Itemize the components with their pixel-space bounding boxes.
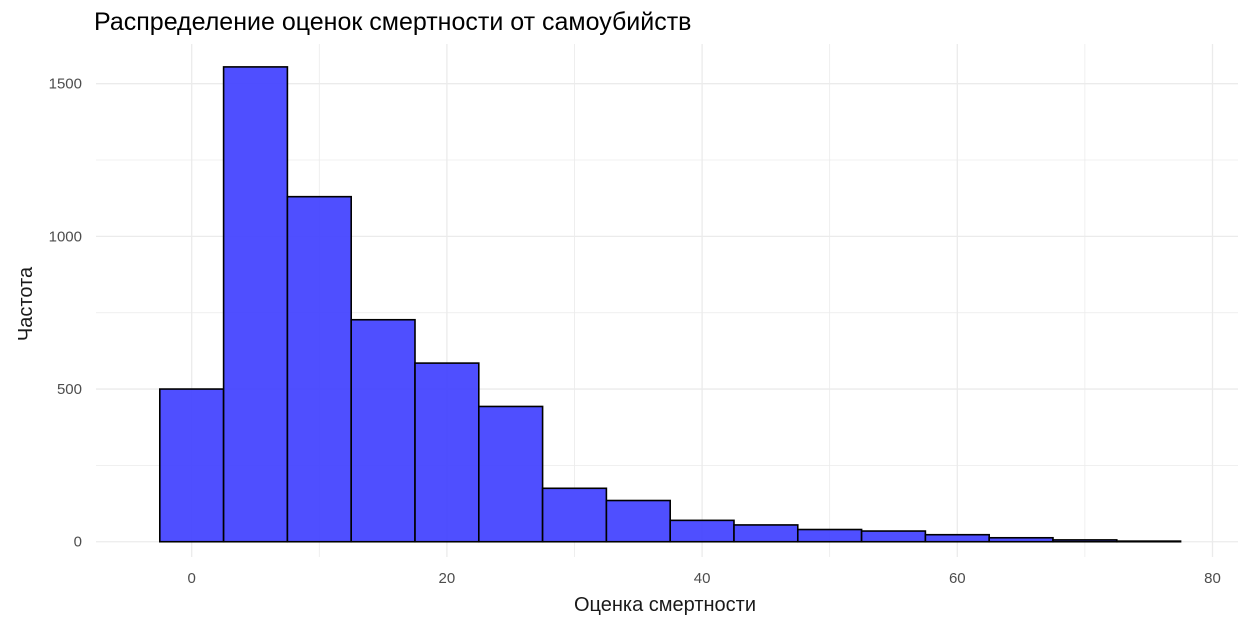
histogram-bar: [796, 528, 863, 543]
histogram-bar: [286, 195, 352, 543]
histogram-bar: [860, 530, 927, 543]
y-tick-label: 0: [74, 534, 82, 551]
y-axis-ticks: 0 500 1000 1500: [49, 76, 82, 551]
y-tick-label: 1000: [49, 228, 82, 245]
x-tick-label: 60: [949, 570, 966, 587]
y-tick-label: 1500: [49, 76, 82, 93]
histogram-bar: [669, 519, 735, 543]
x-axis-ticks: 0 20 40 60 80: [188, 570, 1221, 587]
histogram-bar: [988, 536, 1054, 543]
x-tick-label: 0: [188, 570, 196, 587]
histogram-bar: [541, 487, 608, 543]
x-tick-label: 20: [439, 570, 456, 587]
histogram-bar: [158, 388, 225, 543]
histogram-bar: [605, 499, 671, 543]
histogram-bar: [1115, 540, 1182, 543]
histogram-bar: [222, 66, 289, 543]
x-tick-label: 40: [694, 570, 711, 587]
x-axis-title: Оценка смертности: [574, 594, 756, 616]
chart-title: Распределение оценок смертности от самоу…: [94, 8, 692, 36]
histogram-bar: [350, 318, 416, 543]
x-tick-label: 80: [1204, 570, 1221, 587]
histogram-bar: [1052, 539, 1118, 543]
y-axis-title: Частота: [15, 266, 37, 341]
histogram-bar: [477, 405, 544, 543]
histogram-bar: [733, 524, 799, 543]
histogram-bar: [924, 533, 990, 543]
histogram-bar: [414, 362, 480, 543]
histogram-bars: [158, 66, 1182, 543]
y-tick-label: 500: [57, 381, 82, 398]
